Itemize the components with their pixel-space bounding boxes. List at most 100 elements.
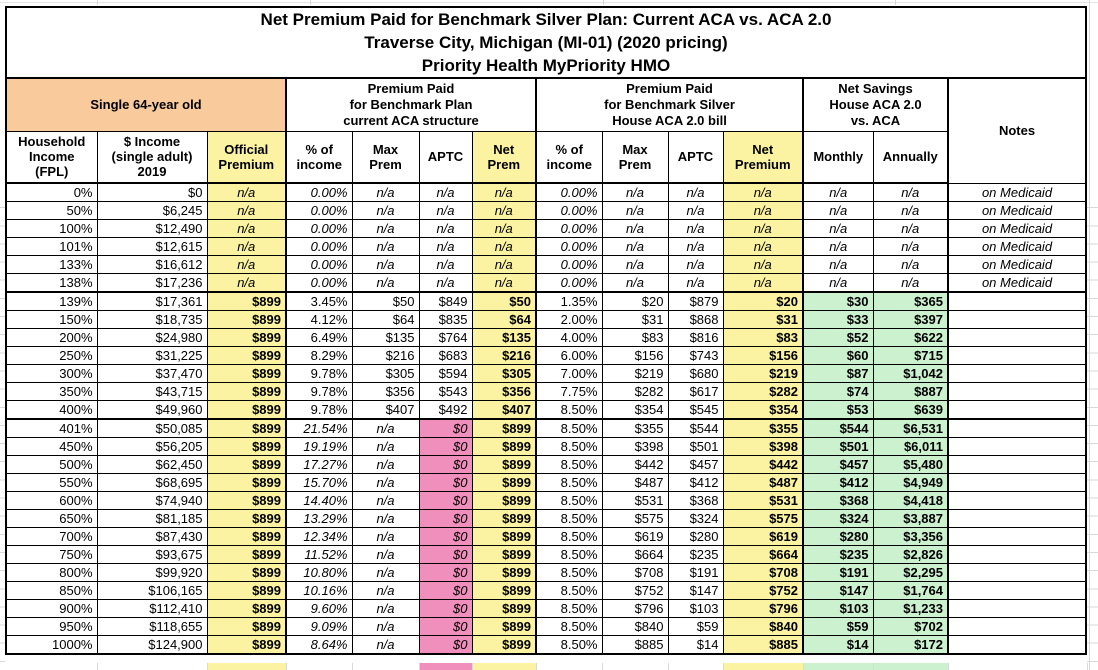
cell-official[interactable]: $899 xyxy=(206,400,287,420)
cell-monthly[interactable]: $544 xyxy=(802,418,874,438)
cell-aptc2[interactable]: $879 xyxy=(667,291,724,311)
cell-official[interactable]: $899 xyxy=(206,473,287,492)
cell-note[interactable]: on Medicaid xyxy=(946,255,1087,274)
cell-pct2[interactable]: 0.00% xyxy=(535,273,603,293)
cell-aptc2[interactable]: $816 xyxy=(667,328,724,347)
cell-fpl[interactable]: 101% xyxy=(5,237,98,256)
cell-monthly[interactable]: $74 xyxy=(802,382,874,401)
cell-fpl[interactable]: 250% xyxy=(5,346,98,365)
cell-note[interactable] xyxy=(946,545,1087,564)
cell-aptc1[interactable]: $0 xyxy=(418,509,473,528)
cell-max1[interactable]: n/a xyxy=(351,473,420,492)
cell-net1[interactable]: $356 xyxy=(471,382,537,401)
cell-aptc2[interactable]: n/a xyxy=(667,201,724,220)
cell-max2[interactable]: $219 xyxy=(601,364,669,383)
cell-fpl[interactable]: 650% xyxy=(5,509,98,528)
cell-income[interactable]: $118,655 xyxy=(96,617,208,636)
cell-pct2[interactable]: 8.50% xyxy=(535,527,603,546)
cell-aptc1[interactable]: $0 xyxy=(418,617,473,636)
cell-fpl[interactable]: 401% xyxy=(5,418,98,438)
cell-max1[interactable]: n/a xyxy=(351,437,420,456)
cell-max1[interactable]: n/a xyxy=(351,219,420,238)
cell-fpl[interactable]: 700% xyxy=(5,527,98,546)
cell-pct1[interactable]: 0.00% xyxy=(285,273,353,293)
cell-max2[interactable]: $619 xyxy=(601,527,669,546)
cell-net1[interactable]: $899 xyxy=(471,635,537,655)
cell-aptc2[interactable]: n/a xyxy=(667,273,724,293)
cell-note[interactable] xyxy=(946,581,1087,600)
cell-pct2[interactable]: 1.35% xyxy=(535,291,603,311)
cell-aptc2[interactable]: n/a xyxy=(667,237,724,256)
cell-fpl[interactable]: 900% xyxy=(5,599,98,618)
cell-note[interactable] xyxy=(946,455,1087,474)
cell-fpl[interactable]: 400% xyxy=(5,400,98,420)
cell-max2[interactable]: $708 xyxy=(601,563,669,582)
cell-aptc2[interactable]: $680 xyxy=(667,364,724,383)
cell-aptc2[interactable]: $501 xyxy=(667,437,724,456)
cell-aptc1[interactable]: $0 xyxy=(418,418,473,438)
cell-annually[interactable]: $172 xyxy=(872,635,949,655)
column-header-income[interactable]: $ Income (single adult) 2019 xyxy=(96,130,208,184)
cell-max1[interactable]: n/a xyxy=(351,201,420,220)
cell-monthly[interactable]: n/a xyxy=(802,219,874,238)
cell-income[interactable]: $17,361 xyxy=(96,291,208,311)
cell-net2[interactable]: n/a xyxy=(722,182,804,202)
cell-pct2[interactable]: 0.00% xyxy=(535,219,603,238)
cell-net1[interactable]: n/a xyxy=(471,182,537,202)
cell-aptc2[interactable]: $617 xyxy=(667,382,724,401)
cell-pct1[interactable]: 9.78% xyxy=(285,382,353,401)
cell-monthly[interactable]: $14 xyxy=(802,635,874,655)
cell-monthly[interactable]: $457 xyxy=(802,455,874,474)
cell-pct1[interactable]: 0.00% xyxy=(285,201,353,220)
cell-net2[interactable]: $156 xyxy=(722,346,804,365)
cell-max2[interactable]: $796 xyxy=(601,599,669,618)
cell-fpl[interactable]: 300% xyxy=(5,364,98,383)
cell-annually[interactable]: n/a xyxy=(872,219,949,238)
cell-net1[interactable]: $899 xyxy=(471,437,537,456)
cell-net2[interactable]: $619 xyxy=(722,527,804,546)
cell-aptc1[interactable]: $0 xyxy=(418,563,473,582)
cell-aptc2[interactable]: $868 xyxy=(667,310,724,329)
cell-net1[interactable]: $135 xyxy=(471,328,537,347)
cell-note[interactable] xyxy=(946,617,1087,636)
cell-net2[interactable]: n/a xyxy=(722,201,804,220)
cell-pct2[interactable]: 0.00% xyxy=(535,237,603,256)
cell-monthly[interactable]: $33 xyxy=(802,310,874,329)
cell-pct1[interactable]: 10.80% xyxy=(285,563,353,582)
cell-max2[interactable]: $885 xyxy=(601,635,669,655)
column-header-max-prem-aca2[interactable]: Max Prem xyxy=(601,130,669,184)
cell-monthly[interactable]: $280 xyxy=(802,527,874,546)
cell-net1[interactable]: $64 xyxy=(471,310,537,329)
cell-note[interactable] xyxy=(946,599,1087,618)
cell-official[interactable]: $899 xyxy=(206,310,287,329)
cell-fpl[interactable]: 800% xyxy=(5,563,98,582)
cell-net2[interactable]: $219 xyxy=(722,364,804,383)
cell-net1[interactable]: $899 xyxy=(471,418,537,438)
column-header-monthly-savings[interactable]: Monthly xyxy=(802,130,874,184)
cell-fpl[interactable]: 750% xyxy=(5,545,98,564)
cell-aptc2[interactable]: $368 xyxy=(667,491,724,510)
cell-pct1[interactable]: 21.54% xyxy=(285,418,353,438)
cell-net1[interactable]: n/a xyxy=(471,201,537,220)
cell-aptc1[interactable]: $764 xyxy=(418,328,473,347)
cell-net1[interactable]: $899 xyxy=(471,491,537,510)
cell-income[interactable]: $93,675 xyxy=(96,545,208,564)
cell-max1[interactable]: n/a xyxy=(351,581,420,600)
cell-net2[interactable]: $20 xyxy=(722,291,804,311)
cell-income[interactable]: $112,410 xyxy=(96,599,208,618)
cell-note[interactable] xyxy=(946,382,1087,401)
cell-net1[interactable]: n/a xyxy=(471,255,537,274)
cell-aptc1[interactable]: $594 xyxy=(418,364,473,383)
cell-monthly[interactable]: $53 xyxy=(802,400,874,420)
cell-pct2[interactable]: 8.50% xyxy=(535,617,603,636)
cell-official[interactable]: $899 xyxy=(206,563,287,582)
cell-pct1[interactable]: 0.00% xyxy=(285,237,353,256)
cell-max2[interactable]: $354 xyxy=(601,400,669,420)
cell-pct1[interactable]: 9.09% xyxy=(285,617,353,636)
cell-pct1[interactable]: 8.29% xyxy=(285,346,353,365)
cell-note[interactable] xyxy=(946,635,1087,655)
cell-pct1[interactable]: 3.45% xyxy=(285,291,353,311)
cell-aptc2[interactable]: $14 xyxy=(667,635,724,655)
cell-pct2[interactable]: 4.00% xyxy=(535,328,603,347)
cell-net1[interactable]: $899 xyxy=(471,527,537,546)
